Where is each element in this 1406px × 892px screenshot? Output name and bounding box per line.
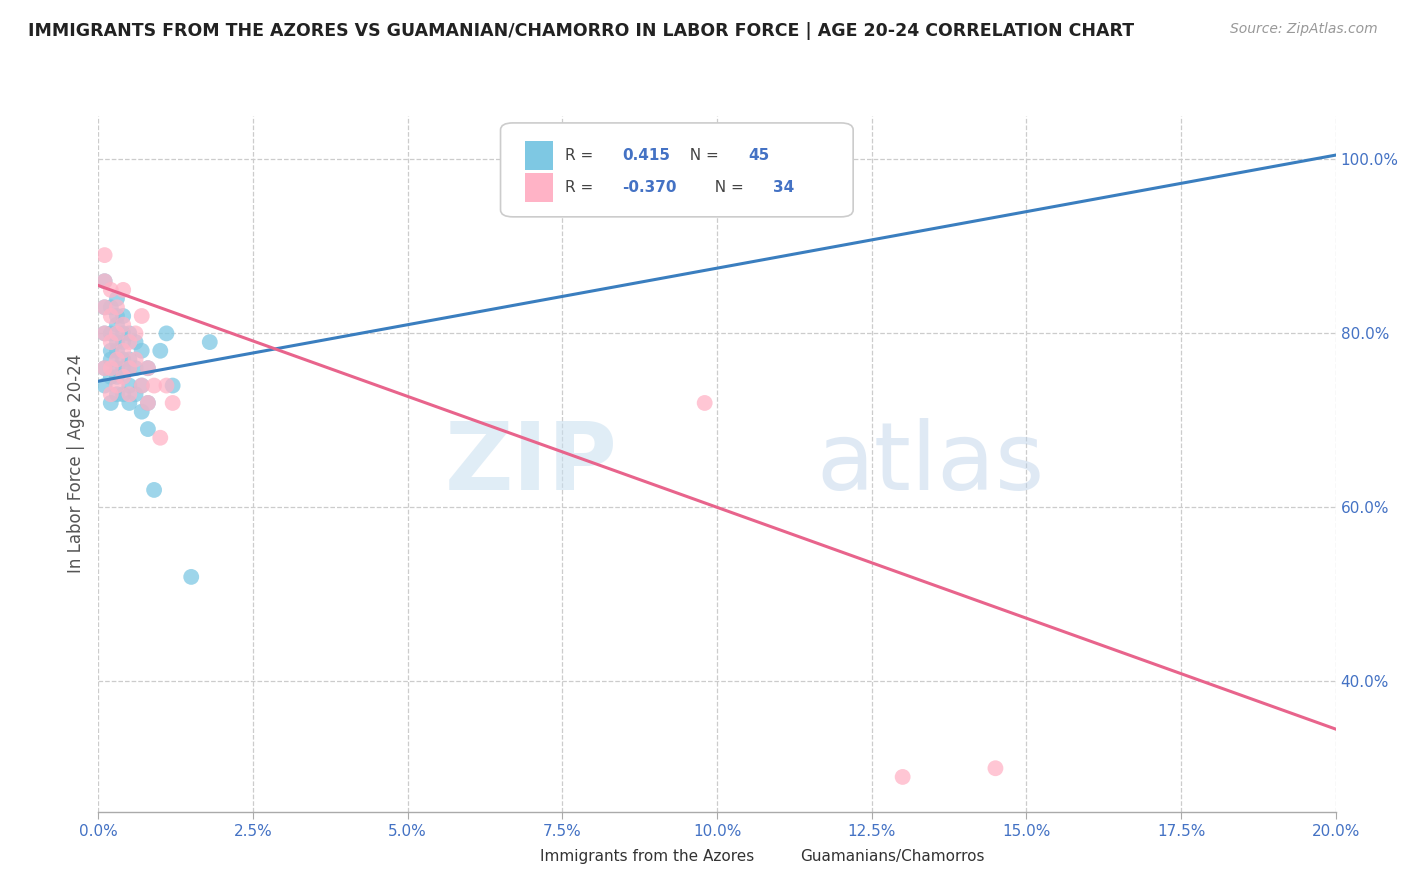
Point bbox=[112, 343, 135, 358]
Point bbox=[93, 300, 115, 315]
Point bbox=[112, 352, 135, 367]
Point bbox=[149, 343, 172, 358]
Point bbox=[100, 352, 122, 367]
Point bbox=[118, 352, 141, 367]
Point bbox=[93, 300, 115, 315]
Bar bbox=[526, 141, 553, 170]
Point bbox=[143, 378, 166, 392]
Point bbox=[100, 343, 122, 358]
Bar bbox=[513, 847, 533, 867]
Text: IMMIGRANTS FROM THE AZORES VS GUAMANIAN/CHAMORRO IN LABOR FORCE | AGE 20-24 CORR: IMMIGRANTS FROM THE AZORES VS GUAMANIAN/… bbox=[28, 22, 1135, 40]
Point bbox=[100, 300, 122, 315]
Point bbox=[136, 361, 159, 376]
Point bbox=[105, 387, 128, 401]
Point bbox=[93, 326, 115, 341]
Point bbox=[112, 361, 135, 376]
Point bbox=[93, 361, 115, 376]
Point bbox=[155, 378, 177, 392]
Point bbox=[105, 318, 128, 332]
Y-axis label: In Labor Force | Age 20-24: In Labor Force | Age 20-24 bbox=[66, 354, 84, 574]
Point bbox=[100, 309, 122, 323]
Point bbox=[693, 396, 716, 410]
Point bbox=[105, 352, 128, 367]
Point bbox=[93, 274, 115, 288]
Point bbox=[198, 334, 221, 349]
Point bbox=[112, 309, 135, 323]
Text: Guamanians/Chamorros: Guamanians/Chamorros bbox=[800, 849, 984, 864]
Text: 0.415: 0.415 bbox=[621, 148, 669, 163]
Point bbox=[124, 334, 146, 349]
Point bbox=[118, 396, 141, 410]
Text: 34: 34 bbox=[773, 180, 794, 195]
Point bbox=[100, 369, 122, 384]
Point bbox=[180, 570, 202, 584]
Point bbox=[112, 326, 135, 341]
Point bbox=[93, 326, 115, 341]
Point bbox=[100, 283, 122, 297]
Point bbox=[100, 361, 122, 376]
Point bbox=[131, 378, 153, 392]
Point bbox=[105, 292, 128, 306]
Point bbox=[136, 422, 159, 436]
Point bbox=[118, 361, 141, 376]
Point bbox=[118, 361, 141, 376]
Text: 45: 45 bbox=[748, 148, 769, 163]
Point bbox=[100, 334, 122, 349]
Point bbox=[136, 396, 159, 410]
Point bbox=[93, 378, 115, 392]
Point bbox=[118, 387, 141, 401]
Point bbox=[162, 378, 184, 392]
Point bbox=[105, 369, 128, 384]
Text: atlas: atlas bbox=[815, 417, 1045, 510]
Point bbox=[112, 283, 135, 297]
Point bbox=[118, 326, 141, 341]
Point bbox=[136, 361, 159, 376]
Point bbox=[891, 770, 914, 784]
Point bbox=[100, 326, 122, 341]
Text: N =: N = bbox=[681, 148, 724, 163]
Point bbox=[155, 326, 177, 341]
Point bbox=[162, 396, 184, 410]
Point bbox=[136, 396, 159, 410]
Point bbox=[124, 352, 146, 367]
Point bbox=[100, 387, 122, 401]
Point bbox=[143, 483, 166, 497]
Point bbox=[105, 361, 128, 376]
Point bbox=[105, 326, 128, 341]
Text: N =: N = bbox=[704, 180, 748, 195]
Point bbox=[105, 334, 128, 349]
Point bbox=[124, 387, 146, 401]
Point bbox=[124, 361, 146, 376]
Point bbox=[118, 334, 141, 349]
Text: Immigrants from the Azores: Immigrants from the Azores bbox=[540, 849, 755, 864]
Point bbox=[118, 378, 141, 392]
Point bbox=[131, 309, 153, 323]
Point bbox=[100, 396, 122, 410]
Point bbox=[93, 248, 115, 262]
Point bbox=[105, 378, 128, 392]
Text: R =: R = bbox=[565, 148, 598, 163]
FancyBboxPatch shape bbox=[501, 123, 853, 217]
Bar bbox=[773, 847, 793, 867]
Point bbox=[131, 405, 153, 419]
Point bbox=[984, 761, 1007, 775]
Point bbox=[105, 300, 128, 315]
Text: ZIP: ZIP bbox=[446, 417, 619, 510]
Point bbox=[131, 378, 153, 392]
Point bbox=[105, 309, 128, 323]
Text: R =: R = bbox=[565, 180, 598, 195]
Point bbox=[124, 326, 146, 341]
Point bbox=[93, 361, 115, 376]
Bar bbox=[526, 173, 553, 202]
Point bbox=[112, 334, 135, 349]
Point bbox=[93, 274, 115, 288]
Point bbox=[112, 387, 135, 401]
Point bbox=[112, 369, 135, 384]
Point bbox=[105, 343, 128, 358]
Text: Source: ZipAtlas.com: Source: ZipAtlas.com bbox=[1230, 22, 1378, 37]
Point bbox=[149, 431, 172, 445]
Point bbox=[131, 343, 153, 358]
Point bbox=[112, 318, 135, 332]
Text: -0.370: -0.370 bbox=[621, 180, 676, 195]
